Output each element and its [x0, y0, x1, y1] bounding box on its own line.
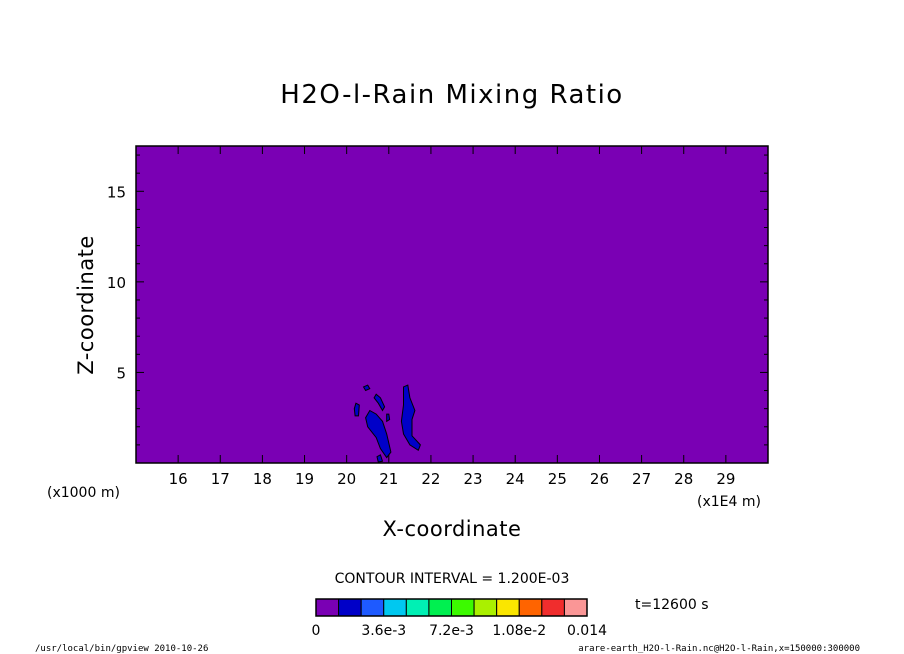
- colorbar-swatch: [518, 598, 543, 617]
- colorbar-swatch: [563, 598, 588, 617]
- x-tick-label: 29: [716, 470, 735, 488]
- colorbar-label: 7.2e-3: [429, 623, 474, 639]
- x-tick-label: 24: [506, 470, 525, 488]
- colorbar-frame: [315, 598, 588, 617]
- contour-region-5: [362, 384, 371, 392]
- colorbar-swatch: [451, 598, 475, 617]
- x-tick-label: 27: [632, 470, 651, 488]
- time-label: t=12600 s: [635, 597, 709, 613]
- x-tick-label: 17: [211, 470, 230, 488]
- colorbar-swatch: [315, 598, 340, 617]
- contour-region-7: [376, 454, 384, 463]
- chart-title: H2O-l-Rain Mixing Ratio: [280, 80, 623, 110]
- contour-region-3: [373, 393, 386, 412]
- colorbar-label: 0: [312, 623, 321, 639]
- colorbar-swatch: [428, 598, 452, 617]
- colorbar: [315, 598, 588, 617]
- y-tick-label: 10: [107, 274, 126, 292]
- footer-right: arare-earth_H2O-l-Rain.nc@H2O-l-Rain,x=1…: [578, 644, 860, 654]
- footer-left: /usr/local/bin/gpview 2010-10-26: [35, 644, 208, 654]
- colorbar-swatch: [383, 598, 407, 617]
- x-tick-label: 19: [295, 470, 314, 488]
- y-tick-labels: 5 10 15: [107, 183, 126, 382]
- x-unit-left: (x1000 m): [47, 485, 120, 501]
- plot-area: [135, 145, 769, 464]
- contour-region-2: [365, 409, 392, 459]
- x-tick-label: 22: [421, 470, 440, 488]
- plot-frame: [135, 145, 769, 464]
- x-tick-label: 18: [253, 470, 272, 488]
- x-tick-label: 16: [169, 470, 188, 488]
- colorbar-swatch: [405, 598, 430, 617]
- x-tick-label: 26: [590, 470, 609, 488]
- x-tick-label: 23: [464, 470, 483, 488]
- x-tick-label: 28: [674, 470, 693, 488]
- colorbar-labels: 0 3.6e-3 7.2e-3 1.08e-2 0.014: [312, 623, 608, 639]
- colorbar-swatch: [496, 598, 520, 617]
- contour-interval-label: CONTOUR INTERVAL = 1.200E-03: [335, 571, 570, 587]
- colorbar-label: 3.6e-3: [361, 623, 406, 639]
- x-tick-label: 25: [548, 470, 567, 488]
- x-tick-labels: 16 17 18 19 20 21 22 23 24 25 26 27 28 29: [169, 470, 736, 488]
- x-tick-label: 20: [337, 470, 356, 488]
- colorbar-swatch: [541, 598, 565, 617]
- plot-background: [136, 146, 768, 463]
- y-tick-label: 15: [107, 183, 126, 201]
- x-unit-right: (x1E4 m): [697, 494, 761, 510]
- colorbar-swatch: [473, 598, 498, 617]
- y-tick-label: 5: [116, 364, 126, 382]
- colorbar-label: 1.08e-2: [492, 623, 546, 639]
- contour-region-6: [386, 413, 391, 423]
- x-tick-label: 21: [379, 470, 398, 488]
- contour-region-1: [400, 384, 421, 452]
- colorbar-swatch: [338, 598, 362, 617]
- x-axis-title: X-coordinate: [383, 517, 522, 541]
- colorbar-label: 0.014: [567, 623, 607, 639]
- colorbar-swatch: [360, 598, 385, 617]
- y-axis-title: Z-coordinate: [74, 235, 98, 375]
- contour-region-4: [353, 402, 360, 417]
